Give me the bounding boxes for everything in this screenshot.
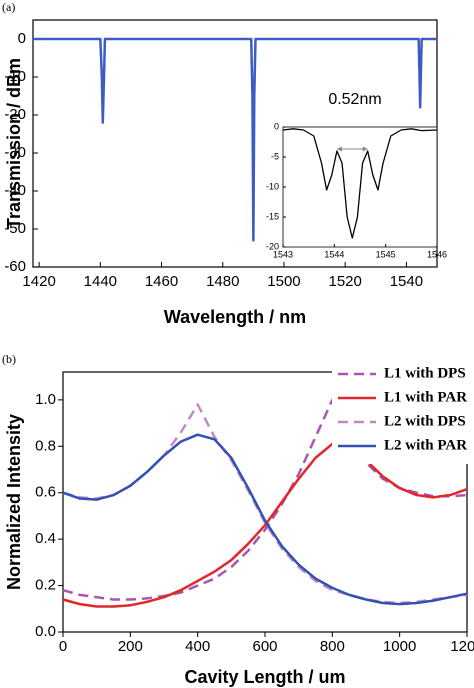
y-tick-label: 0.8 xyxy=(35,437,56,454)
x-tick-label: 1480 xyxy=(206,273,239,290)
x-tick-label: 1544 xyxy=(324,249,344,259)
y-tick-label: 0 xyxy=(18,30,26,47)
y-tick-label: -60 xyxy=(4,258,26,275)
x-tick-label: 1460 xyxy=(145,273,178,290)
x-axis-label: Cavity Length / um xyxy=(184,667,345,687)
data-line xyxy=(62,433,468,606)
y-tick-label: 1.0 xyxy=(35,391,56,408)
y-tick-label: -20 xyxy=(4,106,26,123)
legend: L1 with DPS L1 with PAR L2 with DPS L2 with… xyxy=(332,360,473,464)
data-line xyxy=(62,442,468,608)
panel-label: (a) xyxy=(2,0,15,14)
y-axis-label: Normalized Intensity xyxy=(4,414,24,590)
data-line xyxy=(33,37,437,242)
y-tick-label: -50 xyxy=(4,220,26,237)
y-tick-label: -5 xyxy=(271,151,279,161)
y-tick-label: 0.4 xyxy=(35,530,56,547)
legend-label: L1 with PAR xyxy=(384,389,467,405)
x-tick-label: 1520 xyxy=(328,273,361,290)
y-tick-label: 0.2 xyxy=(35,577,56,594)
y-tick-label: -10 xyxy=(266,181,279,191)
x-tick-label: 1540 xyxy=(390,273,423,290)
x-tick-label: 1440 xyxy=(84,273,117,290)
x-tick-label: 1543 xyxy=(273,249,293,259)
y-tick-label: -15 xyxy=(266,211,279,221)
y-tick-label: -40 xyxy=(4,182,26,199)
y-tick-label: 0.0 xyxy=(35,623,56,640)
x-tick-label: 1546 xyxy=(427,249,447,259)
y-tick-label: 0.6 xyxy=(35,484,56,501)
legend-label: L2 with DPS xyxy=(384,413,466,429)
x-tick-label: 1500 xyxy=(267,273,300,290)
y-tick-label: 0 xyxy=(274,121,279,131)
y-axis-label: Transmission / dBm xyxy=(4,58,24,229)
x-tick-label: 1000 xyxy=(383,638,416,655)
x-tick-label: 1420 xyxy=(22,273,55,290)
y-tick-label: -10 xyxy=(4,68,26,85)
x-tick-label: 200 xyxy=(118,638,143,655)
x-tick-label: 400 xyxy=(185,638,210,655)
data-line xyxy=(282,128,438,239)
x-tick-label: 600 xyxy=(252,638,277,655)
x-tick-label: 800 xyxy=(320,638,345,655)
annotation: 0.52nm xyxy=(328,91,381,108)
panel-label: (b) xyxy=(2,352,16,366)
y-tick-label: -30 xyxy=(4,144,26,161)
legend-label: L1 with DPS xyxy=(384,365,466,381)
legend-label: L2 with PAR xyxy=(384,437,467,453)
x-tick-label: 0 xyxy=(59,638,67,655)
x-axis-label: Wavelength / nm xyxy=(164,307,306,327)
y-tick-label: -20 xyxy=(266,241,279,251)
x-tick-label: 1545 xyxy=(376,249,396,259)
